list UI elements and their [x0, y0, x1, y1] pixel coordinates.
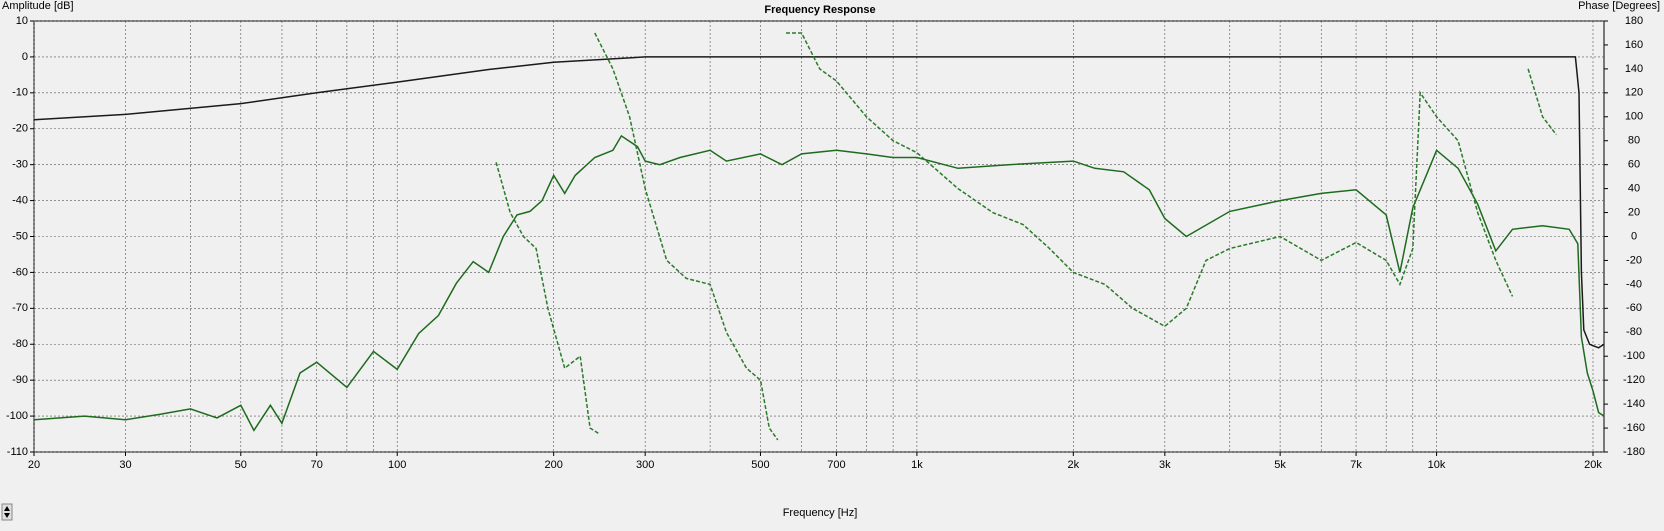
x-tick-label: 20k: [1584, 459, 1602, 471]
series-line: [495, 32, 1557, 441]
y2-axis-label: Phase [Degrees]: [1578, 0, 1660, 12]
x-tick-label: 7k: [1350, 459, 1362, 471]
x-axis-label: Frequency [Hz]: [783, 507, 858, 519]
x-tick-label: 700: [827, 459, 845, 471]
y-axis-label: Amplitude [dB]: [2, 0, 74, 12]
x-tick-label: 500: [751, 459, 769, 471]
x-tick-label: 5k: [1274, 459, 1286, 471]
y2-tick-label: -20: [1626, 254, 1642, 266]
y2-tick-label: 0: [1631, 230, 1637, 242]
series-line: [33, 56, 1605, 349]
y2-tick-label: -180: [1623, 446, 1645, 458]
y-tick-label: -70: [12, 302, 28, 314]
y2-tick-label: 180: [1625, 15, 1643, 27]
y-tick-label: -110: [7, 446, 28, 458]
y-tick-label: -50: [12, 230, 28, 242]
y-tick-label: -40: [12, 194, 28, 206]
y2-tick-label: -100: [1623, 350, 1645, 362]
y-tick-label: -30: [12, 159, 28, 171]
x-tick-label: 3k: [1159, 459, 1171, 471]
y2-tick-label: 100: [1625, 111, 1643, 123]
y2-tick-label: -80: [1626, 326, 1642, 338]
y2-tick-label: -160: [1623, 422, 1645, 434]
y2-tick-label: -60: [1626, 302, 1642, 314]
x-tick-label: 100: [388, 459, 406, 471]
y-tick-label: -60: [12, 266, 28, 278]
scroll-arrows: [4, 506, 10, 518]
series-line: [33, 134, 1605, 432]
y-tick-label: -90: [12, 374, 28, 386]
x-tick-label: 200: [544, 459, 562, 471]
y2-tick-label: -120: [1623, 374, 1645, 386]
y2-tick-label: 120: [1625, 87, 1643, 99]
y-tick-label: 0: [22, 51, 28, 63]
y2-tick-label: 160: [1625, 39, 1643, 51]
y2-tick-label: 60: [1628, 159, 1640, 171]
y-tick-label: 10: [16, 15, 28, 27]
x-tick-label: 20: [28, 459, 40, 471]
x-tick-label: 50: [235, 459, 247, 471]
y-tick-label: -100: [6, 410, 28, 422]
x-tick-label: 2k: [1068, 459, 1080, 471]
scroll-button[interactable]: [1, 503, 13, 521]
x-tick-label: 30: [119, 459, 131, 471]
y-tick-label: -20: [12, 123, 28, 135]
y2-tick-label: -140: [1623, 398, 1645, 410]
x-tick-label: 10k: [1428, 459, 1446, 471]
x-tick-label: 1k: [911, 459, 923, 471]
x-tick-label: 300: [636, 459, 654, 471]
chart-title: Frequency Response: [764, 4, 875, 16]
y-tick-label: -10: [12, 87, 28, 99]
y2-tick-label: 40: [1628, 183, 1640, 195]
y2-tick-label: -40: [1626, 278, 1642, 290]
x-tick-label: 70: [311, 459, 323, 471]
y-tick-label: -80: [12, 338, 28, 350]
y2-tick-label: 20: [1628, 206, 1640, 218]
y2-tick-label: 80: [1628, 135, 1640, 147]
y2-tick-label: 140: [1625, 63, 1643, 75]
